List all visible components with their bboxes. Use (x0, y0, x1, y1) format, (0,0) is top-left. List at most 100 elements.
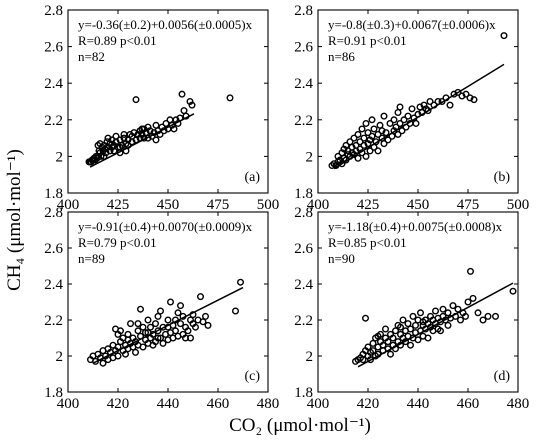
panel1-x-tick-label: 425 (357, 197, 380, 213)
panel1-data-point (396, 119, 404, 127)
panel1-data-point (354, 130, 362, 138)
panel3-y-tick-label: 2.4 (294, 277, 313, 293)
panel3-data-point (362, 314, 370, 322)
panel3-data-point (407, 341, 415, 349)
panel3-x-tick-label: 480 (507, 396, 530, 412)
panel2-annotation-line: n=89 (78, 251, 105, 266)
panel3-y-tick-label: 1.8 (294, 385, 313, 401)
panel2-data-point (146, 323, 154, 331)
panel1-x-tick-label: 450 (407, 197, 430, 213)
panel0-data-point (116, 143, 124, 151)
panel1-data-point (364, 129, 372, 137)
panel-d: 400 420 440 460 480 1.8 2 2.2 2.4 2.6 2.8 y=-1.18(±… (294, 205, 529, 412)
panel3-data-point (409, 312, 417, 320)
panel0-y-tick-label: 2 (56, 149, 64, 165)
panel2-x-tick-label: 400 (57, 396, 80, 412)
panel3-data-point (432, 307, 440, 315)
panel1-data-point (370, 125, 378, 133)
panel0-data-point (138, 125, 146, 133)
panel3-data-point (464, 298, 472, 306)
panel2-data-point (176, 320, 184, 328)
panel2-data-point (164, 316, 172, 324)
panel2-data-point (154, 327, 162, 335)
panel1-data-point (374, 130, 382, 138)
panel0-data-point (120, 130, 128, 138)
panel1-data-point (376, 121, 384, 129)
panel0-annotation-line: n=82 (78, 49, 105, 64)
panel3-data-point (369, 347, 377, 355)
panel1-y-tick-label: 2.4 (294, 76, 313, 92)
panel1-data-point (400, 116, 408, 124)
panel1-y-tick-label: 2 (306, 149, 314, 165)
panel3-data-point (449, 302, 457, 310)
panel2-data-point (141, 329, 149, 337)
panel3-annotation-line: n=90 (328, 251, 355, 266)
panel3-data-point (424, 334, 432, 342)
panel2-y-tick-label: 2.4 (44, 277, 63, 293)
panel1-y-tick-label: 2.2 (294, 113, 313, 129)
panel1-data-point (424, 107, 432, 115)
panel2-y-tick-label: 2.6 (44, 241, 63, 257)
panel3-annotation-line: y=-1.18(±0.4)+0.0075(±0.0008)x (328, 219, 503, 234)
panel1-data-point (396, 103, 404, 111)
panel3-data-point (402, 338, 410, 346)
panel2-x-tick-label: 460 (207, 396, 230, 412)
panel1-data-point (362, 119, 370, 127)
panel3-data-point (399, 316, 407, 324)
panel3-data-point (382, 325, 390, 333)
panel3-data-point (444, 309, 452, 317)
panel1-data-point (398, 127, 406, 135)
panel3-data-point (414, 336, 422, 344)
panel2-data-point (154, 334, 162, 342)
panel2-data-point (144, 316, 152, 324)
panel2-x-tick-label: 440 (157, 396, 180, 412)
panel1-data-point (450, 90, 458, 98)
panel3-data-point (479, 316, 487, 324)
panel2-data-point (176, 302, 184, 310)
panel2-data-point (91, 357, 99, 365)
panel1-data-point (426, 97, 434, 105)
panel2-data-point (139, 323, 147, 331)
y-axis-title: CH₄ (μmol·mol⁻¹) (4, 149, 25, 291)
panel1-data-point (466, 94, 474, 102)
panel3-data-point (392, 327, 400, 335)
panel3-data-point (462, 312, 470, 320)
panel0-data-point (170, 125, 178, 133)
panel2-data-point (196, 293, 204, 301)
panel0-data-point (132, 96, 140, 104)
panel3-data-point (379, 341, 387, 349)
panel1-data-point (356, 138, 364, 146)
panel1-y-tick-label: 1.8 (294, 186, 313, 202)
panel0-x-tick-label: 450 (157, 197, 180, 213)
panel3-data-point (397, 323, 405, 331)
panel1-data-point (360, 134, 368, 142)
panel1-data-point (412, 119, 420, 127)
panel0-x-tick-label: 425 (107, 197, 130, 213)
panel3-data-point (384, 338, 392, 346)
panel3-data-point (419, 318, 427, 326)
panel3-data-point (417, 309, 425, 317)
panel1-data-point (380, 112, 388, 120)
panel1-data-point (462, 90, 470, 98)
panel3-data-point (484, 312, 492, 320)
panel3-annotation-line: R=0.85 p<0.01 (328, 235, 407, 250)
panel3-data-point (387, 350, 395, 358)
panel1-data-point (352, 147, 360, 155)
panel1-data-point (366, 147, 374, 155)
panel2-x-tick-label: 420 (107, 396, 130, 412)
panel0-fit-line (89, 113, 195, 168)
panel1-data-point (382, 129, 390, 137)
panel3-y-tick-label: 2.8 (294, 205, 313, 221)
panel2-data-point (114, 352, 122, 360)
panel3-data-point (509, 287, 517, 295)
panel1-data-point (408, 105, 416, 113)
panel3-x-tick-label: 440 (407, 396, 430, 412)
panel1-data-point (354, 154, 362, 162)
panel2-x-tick-label: 480 (257, 396, 280, 412)
panel1-x-tick-label: 400 (307, 197, 330, 213)
panel3-data-point (374, 332, 382, 340)
panel2-data-point (156, 307, 164, 315)
panel2-data-point (174, 309, 182, 317)
panel0-y-tick-label: 2.6 (44, 40, 63, 56)
